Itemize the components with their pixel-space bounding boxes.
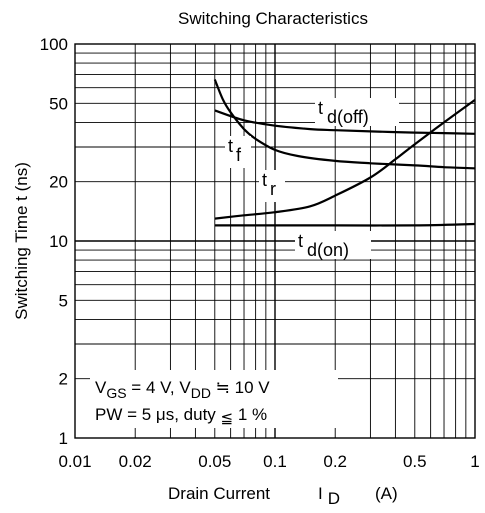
series-label-sub: f: [236, 145, 242, 165]
tick-labels: 0.01 0.02 0.05 0.1 0.2 0.5 1 1 2 5 10 20 50 100: [40, 35, 480, 471]
series-label-main: t: [228, 136, 233, 156]
x-axis-symbol-sub: D: [328, 489, 340, 508]
series-label-bg-1: [225, 136, 251, 168]
x-tick-label: 0.2: [323, 452, 347, 471]
series-label-sub: r: [270, 179, 276, 199]
series-label-sub: d(on): [307, 240, 349, 260]
condition-line-1: VGS = 4 V, VDD ≒ 10 V: [95, 378, 270, 401]
y-tick-label: 100: [40, 35, 68, 54]
cond-v: V: [95, 378, 107, 397]
x-tick-label: 1: [470, 452, 479, 471]
x-tick-label: 0.02: [119, 452, 152, 471]
y-tick-label: 2: [59, 370, 68, 389]
series-label-sub: d(off): [327, 107, 369, 127]
series-label-0: t d(off): [318, 98, 369, 127]
cond2-le: ≦: [221, 410, 234, 427]
cond-end: ≒ 10 V: [211, 378, 270, 397]
condition-box: [90, 370, 338, 428]
cond-v-sub: GS: [106, 385, 126, 401]
cond2-pre: PW = 5 μs, duty: [95, 405, 221, 424]
series-line-2: [214, 99, 476, 220]
x-tick-label: 0.05: [198, 452, 231, 471]
y-tick-label: 10: [49, 232, 68, 251]
series-label-bg-2: [259, 170, 285, 202]
cond-mid: = 4 V, V: [127, 378, 192, 397]
condition-line-2: PW = 5 μs, duty ≦ 1 %: [95, 405, 267, 427]
cond-vdd-sub: DD: [191, 385, 211, 401]
chart-title: Switching Characteristics: [178, 9, 368, 28]
x-axis-unit: (A): [375, 484, 398, 503]
series-line-3: [214, 222, 476, 227]
y-tick-label: 1: [59, 429, 68, 448]
x-axis-label: Drain Current I D (A): [168, 484, 398, 508]
plot-frame: [74, 43, 476, 439]
series-label-bg-3: [295, 231, 371, 259]
x-tick-label: 0.5: [403, 452, 427, 471]
series-layer: [213, 79, 476, 227]
x-tick-label: 0.1: [263, 452, 287, 471]
series-label-main: t: [262, 170, 267, 190]
y-tick-label: 50: [49, 94, 68, 113]
series-label-3: t d(on): [298, 231, 349, 260]
series-line-1: [213, 79, 476, 170]
x-axis-label-text: Drain Current: [168, 484, 270, 503]
cond2-end: 1 %: [233, 405, 267, 424]
series-label-main: t: [318, 98, 323, 118]
series-line-0: [214, 109, 476, 135]
x-tick-label: 0.01: [58, 452, 91, 471]
series-labels: t d(off)t ft rt d(on): [225, 98, 399, 260]
y-axis-label: Switching Time t (ns): [12, 162, 31, 320]
series-label-bg-0: [315, 98, 399, 126]
y-tick-label: 20: [49, 173, 68, 192]
condition-annotation: VGS = 4 V, VDD ≒ 10 V PW = 5 μs, duty ≦ …: [90, 370, 338, 428]
x-axis-symbol: I: [318, 484, 323, 503]
series-label-main: t: [298, 231, 303, 251]
y-tick-label: 5: [59, 291, 68, 310]
